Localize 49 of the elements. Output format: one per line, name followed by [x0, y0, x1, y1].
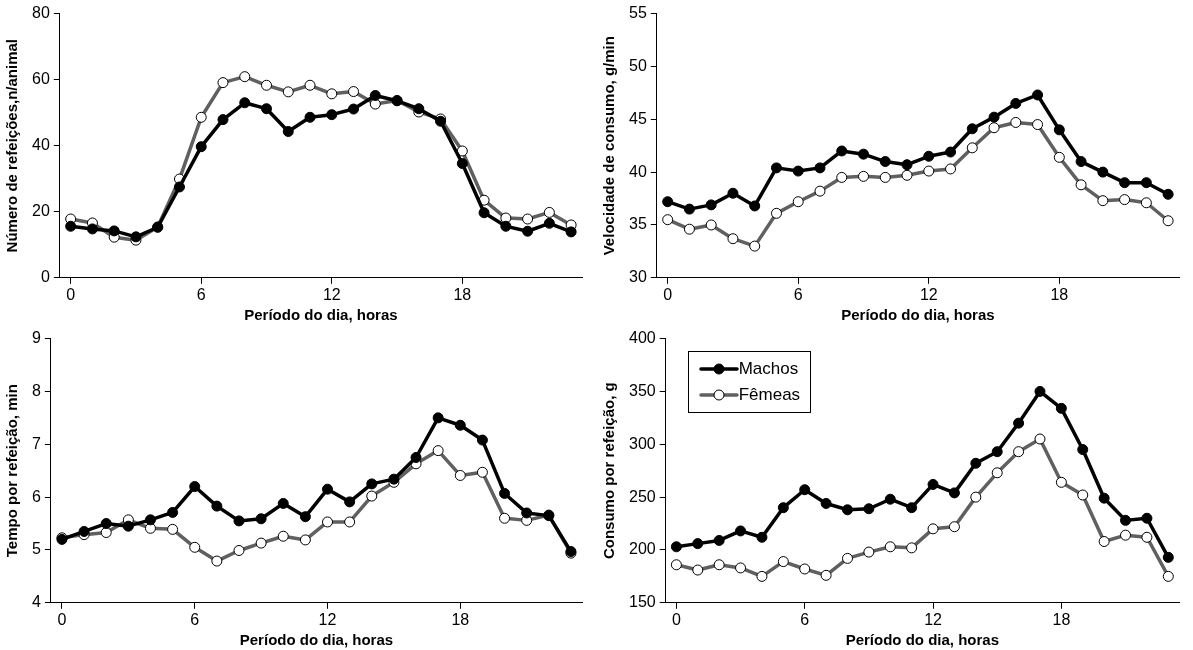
y-tick-label: 6: [31, 487, 41, 505]
x-tick-label: 12: [322, 285, 341, 303]
y-tick-label: 300: [628, 434, 656, 452]
x-axis-title: Período do dia, horas: [845, 631, 1000, 649]
y-tick-label: 55: [629, 4, 647, 22]
y-tick-label: 7: [31, 434, 41, 452]
y-tick-label: 40: [32, 136, 50, 154]
x-tick-label: 12: [919, 285, 938, 303]
y-tick-label: 0: [40, 268, 50, 286]
x-tick-label: 18: [1052, 610, 1071, 628]
y-tick-label: 350: [628, 381, 656, 399]
y-tick-label: 250: [628, 487, 656, 505]
y-tick-label: 150: [628, 593, 656, 611]
x-tick-label: 12: [318, 610, 337, 628]
y-tick-label: 5: [31, 540, 41, 558]
y-tick-label: 8: [31, 381, 41, 399]
y-tick-label: 45: [629, 109, 647, 127]
y-tick-label: 40: [629, 162, 647, 180]
x-tick-label: 6: [800, 610, 810, 628]
y-axis-title: Tempo por refeição, min: [3, 384, 21, 558]
y-tick-label: 400: [628, 329, 656, 347]
x-tick-label: 18: [453, 285, 472, 303]
x-axis-title: Período do dia, horas: [244, 306, 398, 324]
y-tick-label: 4: [31, 593, 41, 611]
y-tick-label: 60: [32, 70, 50, 88]
x-tick-label: 0: [663, 285, 673, 303]
x-tick-label: 12: [924, 610, 943, 628]
x-tick-label: 6: [793, 285, 803, 303]
y-axis-title: Consumo por refeição, g: [600, 382, 618, 560]
x-tick-label: 18: [451, 610, 470, 628]
legend-label: Fêmeas: [738, 384, 801, 405]
y-tick-label: 30: [629, 268, 647, 286]
x-axis-title: Período do dia, horas: [841, 306, 995, 324]
x-tick-label: 0: [671, 610, 681, 628]
x-tick-label: 0: [66, 285, 76, 303]
legend-label: Machos: [738, 358, 799, 379]
y-tick-label: 9: [31, 329, 41, 347]
y-tick-label: 35: [629, 215, 647, 233]
y-axis-title: Número de refeições,n/animal: [3, 39, 21, 253]
y-tick-label: 50: [629, 56, 647, 74]
y-axis-title: Velocidade de consumo, g/min: [600, 36, 618, 256]
y-tick-label: 20: [32, 202, 50, 220]
y-tick-label: 200: [628, 540, 656, 558]
x-tick-label: 0: [57, 610, 67, 628]
y-tick-label: 80: [32, 4, 50, 22]
x-tick-label: 6: [190, 610, 200, 628]
x-axis-title: Período do dia, horas: [239, 631, 394, 649]
x-tick-label: 6: [196, 285, 206, 303]
x-tick-label: 18: [1050, 285, 1069, 303]
